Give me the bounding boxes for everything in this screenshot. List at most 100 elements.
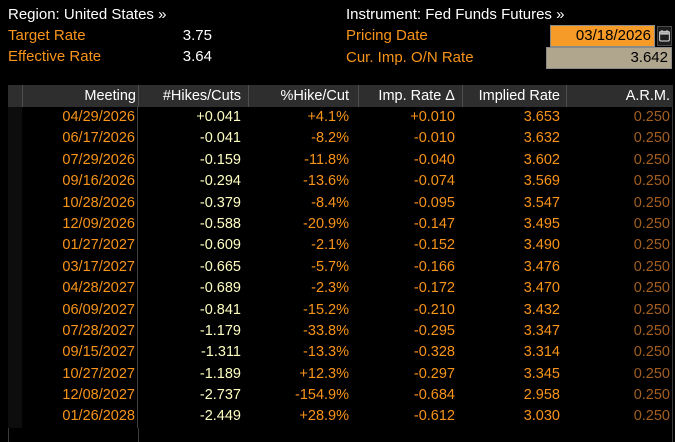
cell-imp-rate-delta: -0.152 bbox=[413, 237, 455, 254]
cell-arm: 0.250 bbox=[633, 173, 670, 190]
row-gutter bbox=[8, 213, 22, 236]
table-row[interactable]: 01/26/2028 -2.449 +28.9% -0.612 3.030 0.250 bbox=[8, 406, 673, 428]
cell-hikes-cuts: -0.588 bbox=[199, 215, 241, 232]
cell-pct-hike-cut: +28.9% bbox=[299, 408, 349, 425]
table-row[interactable]: 04/29/2026 +0.041 +4.1% +0.010 3.653 0.250 bbox=[8, 107, 673, 129]
effective-rate-value: 3.64 bbox=[182, 48, 212, 65]
cell-imp-rate-delta: +0.010 bbox=[410, 109, 455, 125]
cell-meeting-date[interactable]: 09/16/2026 bbox=[22, 171, 138, 193]
cell-hikes-cuts: -0.159 bbox=[199, 151, 241, 168]
cell-imp-rate-delta: -0.684 bbox=[413, 387, 455, 404]
row-gutter bbox=[8, 278, 22, 300]
table-row[interactable]: 07/29/2026 -0.159 -11.8% -0.040 3.602 0.250 bbox=[8, 149, 673, 172]
cell-pct-hike-cut: +4.1% bbox=[307, 109, 349, 125]
cell-implied-rate: 2.958 bbox=[523, 387, 560, 404]
row-gutter bbox=[8, 192, 22, 214]
table-header-row: Meeting #Hikes/Cuts %Hike/Cut Imp. Rate … bbox=[8, 85, 673, 107]
row-gutter bbox=[8, 171, 22, 193]
cell-hikes-cuts: -0.609 bbox=[199, 237, 241, 254]
cell-implied-rate: 3.470 bbox=[523, 280, 560, 297]
cell-implied-rate: 3.476 bbox=[523, 258, 560, 275]
cur-imp-on-rate-field[interactable]: 3.642 bbox=[546, 47, 672, 69]
cell-arm: 0.250 bbox=[633, 280, 670, 297]
cell-meeting-date[interactable]: 03/17/2027 bbox=[22, 256, 138, 279]
cell-arm: 0.250 bbox=[633, 365, 670, 382]
table-row[interactable]: 09/16/2026 -0.294 -13.6% -0.074 3.569 0.250 bbox=[8, 171, 673, 193]
cell-meeting-date[interactable]: 10/28/2026 bbox=[22, 192, 138, 214]
table-row[interactable]: 09/15/2027 -1.311 -13.3% -0.328 3.314 0.250 bbox=[8, 342, 673, 364]
cell-arm: 0.250 bbox=[633, 215, 670, 232]
table-row[interactable]: 10/28/2026 -0.379 -8.4% -0.095 3.547 0.250 bbox=[8, 192, 673, 214]
cell-hikes-cuts: -1.179 bbox=[199, 322, 241, 339]
table-row[interactable]: 12/08/2027 -2.737 -154.9% -0.684 2.958 0.250 bbox=[8, 385, 673, 407]
cell-arm: 0.250 bbox=[633, 322, 670, 339]
table-row[interactable]: 06/09/2027 -0.841 -15.2% -0.210 3.432 0.250 bbox=[8, 299, 673, 321]
cell-implied-rate: 3.632 bbox=[523, 130, 560, 147]
cell-hikes-cuts: -1.189 bbox=[199, 365, 241, 382]
cell-hikes-cuts: -2.449 bbox=[199, 408, 241, 425]
cell-pct-hike-cut: -154.9% bbox=[294, 387, 349, 404]
cell-meeting-date[interactable]: 07/29/2026 bbox=[22, 149, 138, 172]
cell-implied-rate: 3.345 bbox=[523, 365, 560, 382]
cur-imp-on-rate-row: Cur. Imp. O/N Rate 3.642 bbox=[346, 47, 672, 69]
cell-pct-hike-cut: -8.2% bbox=[311, 130, 349, 147]
cell-meeting-date[interactable]: 01/26/2028 bbox=[22, 406, 138, 428]
cell-arm: 0.250 bbox=[633, 109, 670, 125]
row-gutter bbox=[8, 256, 22, 279]
cell-implied-rate: 3.569 bbox=[523, 173, 560, 190]
cell-implied-rate: 3.314 bbox=[523, 344, 560, 361]
cell-hikes-cuts: -0.689 bbox=[199, 280, 241, 297]
cell-arm: 0.250 bbox=[633, 301, 670, 318]
table-row[interactable]: 01/27/2027 -0.609 -2.1% -0.152 3.490 0.250 bbox=[8, 235, 673, 257]
cell-meeting-date[interactable]: 01/27/2027 bbox=[22, 235, 138, 257]
cell-implied-rate: 3.432 bbox=[523, 301, 560, 318]
row-gutter bbox=[8, 107, 22, 129]
cell-imp-rate-delta: -0.147 bbox=[413, 215, 455, 232]
cell-arm: 0.250 bbox=[633, 151, 670, 168]
row-gutter bbox=[8, 235, 22, 257]
cell-arm: 0.250 bbox=[633, 408, 670, 425]
cell-pct-hike-cut: -15.2% bbox=[303, 301, 349, 318]
cell-meeting-date[interactable]: 12/09/2026 bbox=[22, 213, 138, 236]
cell-imp-rate-delta: -0.095 bbox=[413, 194, 455, 211]
table-row[interactable]: 10/27/2027 -1.189 +12.3% -0.297 3.345 0.250 bbox=[8, 363, 673, 386]
instrument-selector[interactable]: Instrument: Fed Funds Futures » bbox=[346, 6, 565, 23]
cell-meeting-date[interactable]: 06/09/2027 bbox=[22, 299, 138, 321]
cell-implied-rate: 3.653 bbox=[523, 109, 560, 125]
cur-imp-on-rate-label: Cur. Imp. O/N Rate bbox=[346, 49, 474, 66]
row-gutter bbox=[8, 320, 22, 343]
cell-meeting-date[interactable]: 04/29/2026 bbox=[22, 107, 138, 129]
table-right-border bbox=[672, 107, 673, 442]
cell-hikes-cuts: -0.294 bbox=[199, 173, 241, 190]
effective-rate-row: Effective Rate 3.64 bbox=[8, 47, 212, 67]
cell-imp-rate-delta: -0.166 bbox=[413, 258, 455, 275]
pricing-date-input[interactable]: 03/18/2026 bbox=[550, 25, 655, 47]
cell-hikes-cuts: -2.737 bbox=[199, 387, 241, 404]
cell-meeting-date[interactable]: 09/15/2027 bbox=[22, 342, 138, 364]
col-header-implied-rate: Implied Rate bbox=[462, 85, 566, 107]
calendar-icon[interactable] bbox=[657, 26, 672, 46]
cell-imp-rate-delta: -0.010 bbox=[413, 130, 455, 147]
cell-meeting-date[interactable]: 07/28/2027 bbox=[22, 320, 138, 343]
table-row[interactable]: 06/17/2026 -0.041 -8.2% -0.010 3.632 0.250 bbox=[8, 128, 673, 150]
cell-meeting-date[interactable]: 12/08/2027 bbox=[22, 385, 138, 407]
cell-hikes-cuts: -0.841 bbox=[199, 301, 241, 318]
cell-meeting-date[interactable]: 10/27/2027 bbox=[22, 363, 138, 386]
table-row[interactable]: 12/09/2026 -0.588 -20.9% -0.147 3.495 0.250 bbox=[8, 213, 673, 236]
cell-implied-rate: 3.030 bbox=[523, 408, 560, 425]
row-gutter bbox=[8, 363, 22, 386]
table-row[interactable]: 03/17/2027 -0.665 -5.7% -0.166 3.476 0.250 bbox=[8, 256, 673, 279]
cell-meeting-date[interactable]: 06/17/2026 bbox=[22, 128, 138, 150]
cell-pct-hike-cut: -33.8% bbox=[303, 322, 349, 339]
table-row[interactable]: 07/28/2027 -1.179 -33.8% -0.295 3.347 0.250 bbox=[8, 320, 673, 343]
cell-implied-rate: 3.602 bbox=[523, 151, 560, 168]
row-gutter bbox=[8, 385, 22, 407]
cell-pct-hike-cut: -11.8% bbox=[304, 151, 349, 168]
table-row[interactable]: 04/28/2027 -0.689 -2.3% -0.172 3.470 0.250 bbox=[8, 278, 673, 300]
cell-pct-hike-cut: -2.1% bbox=[311, 237, 349, 254]
target-rate-row: Target Rate 3.75 bbox=[8, 26, 212, 46]
effective-rate-label: Effective Rate bbox=[8, 48, 102, 65]
region-selector[interactable]: Region: United States » bbox=[8, 6, 167, 23]
cell-meeting-date[interactable]: 04/28/2027 bbox=[22, 278, 138, 300]
table-left-border bbox=[8, 428, 9, 442]
